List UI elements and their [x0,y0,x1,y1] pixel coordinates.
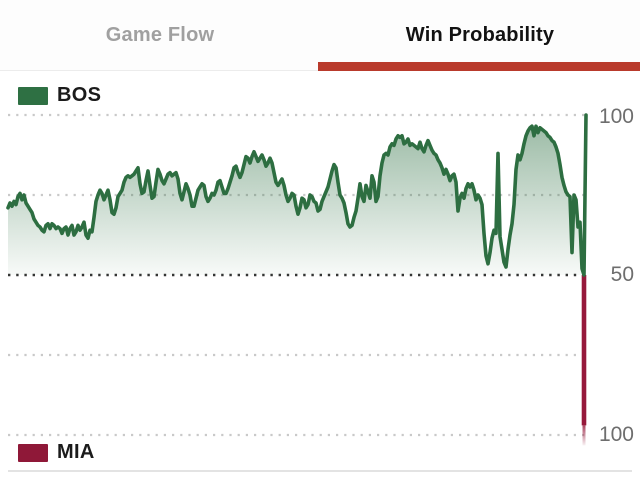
active-tab-underline [318,62,640,71]
bos-area-fill [8,115,586,275]
bottom-rule [8,470,632,472]
legend-mia: MIA [18,441,95,464]
tab-win-probability[interactable]: Win Probability [405,24,555,46]
bos-swatch-icon [18,86,48,105]
tab-bar: Game Flow Win Probability [0,0,640,71]
win-probability-chart [6,113,588,446]
tab-game-flow[interactable]: Game Flow [0,0,320,71]
y-axis-label-50: 50 [610,263,634,286]
legend-bos: BOS [18,84,101,107]
legend-mia-label: MIA [57,441,95,463]
legend-bos-label: BOS [57,84,102,106]
bos-line [6,113,588,277]
y-axis-label-mia-100: 100 [598,423,634,446]
mia-swatch-icon [18,443,48,462]
win-probability-chart-area: BOS MIA 100 50 100 [0,71,640,485]
y-axis-label-bos-100: 100 [598,105,634,128]
